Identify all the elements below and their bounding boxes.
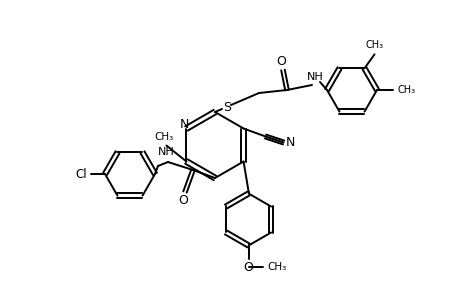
Text: NH: NH bbox=[157, 147, 174, 157]
Text: N: N bbox=[179, 118, 189, 131]
Text: CH₃: CH₃ bbox=[266, 262, 285, 272]
Text: NH: NH bbox=[306, 72, 323, 82]
Text: CH₃: CH₃ bbox=[155, 131, 174, 142]
Text: O: O bbox=[243, 261, 253, 274]
Text: Cl: Cl bbox=[75, 167, 87, 181]
Text: S: S bbox=[223, 100, 230, 113]
Text: O: O bbox=[178, 194, 188, 208]
Text: CH₃: CH₃ bbox=[397, 85, 415, 95]
Text: O: O bbox=[275, 55, 285, 68]
Text: CH₃: CH₃ bbox=[364, 40, 383, 50]
Text: N: N bbox=[285, 136, 295, 149]
